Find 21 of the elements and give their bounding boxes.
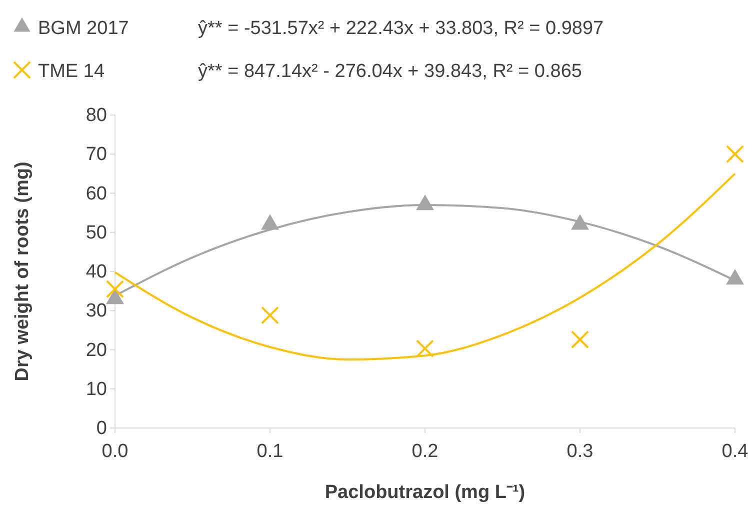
y-tick-label: 70 [86, 144, 107, 166]
x-tick-label: 0.3 [566, 440, 594, 462]
y-tick-label: 80 [86, 105, 107, 126]
y-tick-label: 30 [86, 300, 107, 322]
y-tick-label: 60 [86, 183, 107, 204]
legend-label: TME 14 [38, 61, 105, 82]
x-tick-label: 0.1 [256, 440, 284, 462]
x-tick-label: 0.0 [102, 440, 128, 462]
line-series [114, 172, 736, 361]
text: ŷ** = 847.14x² - 276.04x + 39.843, R² = 0.865 [198, 61, 582, 82]
y-tick-label: 40 [86, 262, 107, 283]
y-tick-label: 20 [86, 340, 107, 361]
y-tick-label: 50 [86, 222, 107, 244]
legend-label: BGM 2017 [38, 18, 129, 39]
x-axis-title: Paclobutrazol (mg L⁻¹) [324, 482, 526, 503]
y-axis-title: Dry weight of roots (mg) [12, 162, 33, 382]
x-tick-label: 0.2 [412, 440, 438, 462]
y-tick-label: 0 [96, 418, 107, 440]
text: ŷ** = -531.57x² + 222.43x + 33.803, R² = 0.9897 [198, 18, 604, 39]
x-tick-label: 0.4 [722, 440, 749, 462]
y-tick-label: 10 [86, 378, 107, 400]
